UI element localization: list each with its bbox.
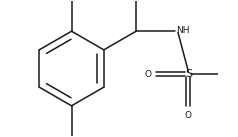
- Text: S: S: [185, 69, 192, 79]
- Text: O: O: [185, 111, 192, 120]
- Text: NH: NH: [176, 26, 190, 35]
- Text: O: O: [145, 70, 152, 79]
